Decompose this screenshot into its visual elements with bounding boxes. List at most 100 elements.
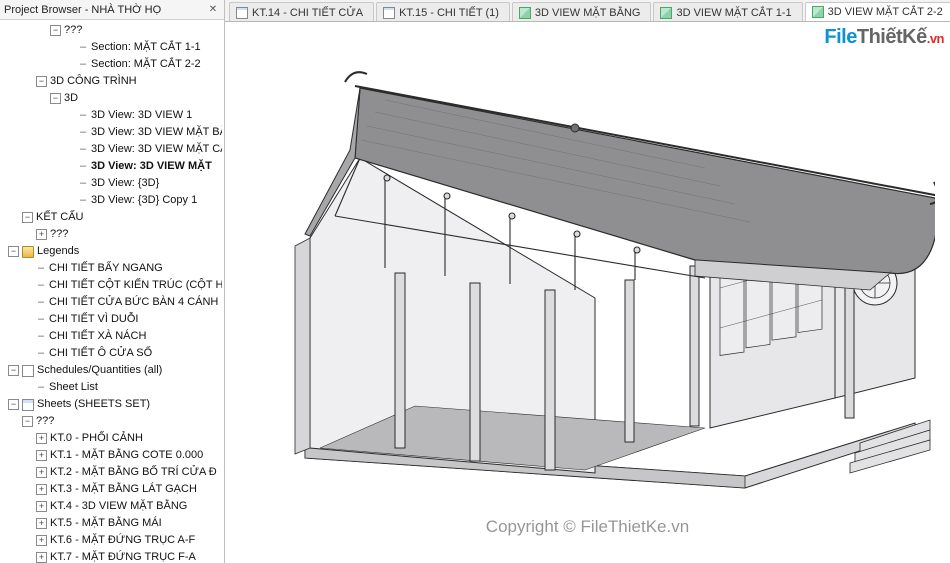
- tree-node-label: 3D View: {3D} Copy 1: [91, 192, 197, 209]
- tree-node[interactable]: +KT.4 - 3D VIEW MẶT BẰNG: [34, 498, 224, 515]
- view-tab[interactable]: 3D VIEW MẶT CẮT 1-1: [653, 2, 802, 22]
- tree-node-label: Sheet List: [49, 379, 98, 396]
- tree-node[interactable]: −KẾT CẤU: [20, 209, 224, 226]
- tree-node-label: CHI TIẾT BẨY NGANG: [49, 260, 163, 277]
- view-tab[interactable]: KT.15 - CHI TIẾT (1): [376, 2, 510, 22]
- tree-node-label: KT.2 - MẶT BẰNG BỐ TRÍ CỬA Đ: [50, 464, 217, 481]
- cube-3d-icon: [519, 7, 531, 19]
- tree-node[interactable]: −???: [20, 413, 224, 430]
- tree-node[interactable]: +KT.6 - MẶT ĐỨNG TRỤC A-F: [34, 532, 224, 549]
- tab-label: 3D VIEW MẶT BẰNG: [535, 7, 641, 19]
- tree-node[interactable]: –CHI TIẾT XÀ NÁCH: [20, 328, 224, 345]
- leaf-dash-icon: –: [78, 141, 88, 158]
- tree-node-label: ???: [50, 226, 68, 243]
- expand-icon[interactable]: +: [36, 535, 47, 546]
- tree-node[interactable]: –Section: MẶT CẮT 1-1: [62, 39, 224, 56]
- tree-node-label: KT.6 - MẶT ĐỨNG TRỤC A-F: [50, 532, 195, 549]
- view-tab[interactable]: KT.14 - CHI TIẾT CỬA: [229, 2, 374, 22]
- tree-node[interactable]: +KT.2 - MẶT BẰNG BỐ TRÍ CỬA Đ: [34, 464, 224, 481]
- tree-node[interactable]: −Schedules/Quantities (all): [6, 362, 224, 379]
- leaf-dash-icon: –: [78, 124, 88, 141]
- expand-icon[interactable]: +: [36, 484, 47, 495]
- tree-node[interactable]: +???: [34, 226, 224, 243]
- tree-node[interactable]: −3D CÔNG TRÌNH: [34, 73, 224, 90]
- tree-node-label: KẾT CẤU: [36, 209, 83, 226]
- project-browser-title: Project Browser - NHÀ THỜ HỌ: [4, 4, 161, 16]
- watermark-copyright: Copyright © FileThietKe.vn: [486, 517, 689, 537]
- collapse-icon[interactable]: −: [50, 93, 61, 104]
- document-icon: [236, 7, 248, 19]
- leaf-dash-icon: –: [78, 192, 88, 209]
- viewport-3d[interactable]: FileThiếtKế.vn: [225, 22, 950, 563]
- tree-node[interactable]: –3D View: 3D VIEW 1: [62, 107, 224, 124]
- tree-node[interactable]: −???: [48, 22, 224, 39]
- tree-node[interactable]: − Legends: [6, 243, 224, 260]
- tree-node[interactable]: –CHI TIẾT BẨY NGANG: [20, 260, 224, 277]
- expand-icon[interactable]: +: [36, 552, 47, 563]
- tree-node-label: KT.5 - MẶT BẰNG MÁI: [50, 515, 162, 532]
- expand-icon[interactable]: +: [36, 450, 47, 461]
- expand-icon[interactable]: +: [36, 518, 47, 529]
- tab-label: KT.14 - CHI TIẾT CỬA: [252, 7, 363, 19]
- tree-node[interactable]: –Section: MẶT CẮT 2-2: [62, 56, 224, 73]
- tree-node-label: ???: [64, 22, 82, 39]
- view-tab[interactable]: 3D VIEW MẶT CẮT 2-2✕: [805, 2, 950, 22]
- project-browser-panel: Project Browser - NHÀ THỜ HỌ ✕ −???–Sect…: [0, 0, 225, 563]
- panel-close-icon[interactable]: ✕: [206, 3, 220, 17]
- tree-node-label: CHI TIẾT CỬA BỨC BÀN 4 CÁNH: [49, 294, 218, 311]
- tree-node-label: Section: MẶT CẮT 1-1: [91, 39, 201, 56]
- expand-icon[interactable]: +: [36, 501, 47, 512]
- tree-node-label: KT.1 - MẶT BẰNG COTE 0.000: [50, 447, 203, 464]
- collapse-icon[interactable]: −: [50, 25, 61, 36]
- tree-node-label: Section: MẶT CẮT 2-2: [91, 56, 201, 73]
- tree-node[interactable]: –3D View: {3D} Copy 1: [62, 192, 224, 209]
- tree-node[interactable]: –CHI TIẾT Ô CỬA SỔ: [20, 345, 224, 362]
- tree-node[interactable]: +KT.0 - PHỐI CẢNH: [34, 430, 224, 447]
- tree-node[interactable]: +KT.3 - MẶT BẰNG LÁT GẠCH: [34, 481, 224, 498]
- collapse-icon[interactable]: −: [36, 76, 47, 87]
- leaf-dash-icon: –: [78, 158, 88, 175]
- tree-node-label: KT.7 - MẶT ĐỨNG TRỤC F-A: [50, 549, 196, 563]
- tree-node[interactable]: –CHI TIẾT VÌ DUỖI: [20, 311, 224, 328]
- leaf-dash-icon: –: [78, 107, 88, 124]
- tree-node[interactable]: –3D View: 3D VIEW MẶT CẮ: [62, 141, 224, 158]
- leaf-dash-icon: –: [78, 39, 88, 56]
- collapse-icon[interactable]: −: [8, 246, 19, 257]
- tree-node[interactable]: −Sheets (SHEETS SET): [6, 396, 224, 413]
- leaf-dash-icon: –: [36, 328, 46, 345]
- tree-node-label: 3D: [64, 90, 78, 107]
- tree-node[interactable]: –3D View: {3D}: [62, 175, 224, 192]
- cube-3d-icon: [812, 6, 824, 18]
- collapse-icon[interactable]: −: [8, 399, 19, 410]
- collapse-icon[interactable]: −: [8, 365, 19, 376]
- tree-node[interactable]: –CHI TIẾT CỬA BỨC BÀN 4 CÁNH: [20, 294, 224, 311]
- tree-node-label: 3D View: 3D VIEW MẶT BẰ: [91, 124, 222, 141]
- tree-node-label: CHI TIẾT Ô CỬA SỔ: [49, 345, 152, 362]
- app-root: Project Browser - NHÀ THỜ HỌ ✕ −???–Sect…: [0, 0, 950, 563]
- tree-node[interactable]: +KT.7 - MẶT ĐỨNG TRỤC F-A: [34, 549, 224, 563]
- collapse-icon[interactable]: −: [22, 416, 33, 427]
- project-browser-tree[interactable]: −???–Section: MẶT CẮT 1-1–Section: MẶT C…: [0, 20, 224, 563]
- tree-node[interactable]: +KT.1 - MẶT BẰNG COTE 0.000: [34, 447, 224, 464]
- view-tab[interactable]: 3D VIEW MẶT BẰNG: [512, 2, 652, 22]
- tree-node-label: ???: [36, 413, 54, 430]
- tree-node-label: Legends: [37, 243, 79, 260]
- expand-icon[interactable]: +: [36, 229, 47, 240]
- tree-node[interactable]: –3D View: 3D VIEW MẶT: [62, 158, 224, 175]
- tree-node[interactable]: −3D: [48, 90, 224, 107]
- leaf-dash-icon: –: [36, 277, 46, 294]
- building-3d-drawing: [275, 28, 935, 528]
- leaf-dash-icon: –: [78, 56, 88, 73]
- leaf-dash-icon: –: [36, 311, 46, 328]
- tree-node-label: CHI TIẾT VÌ DUỖI: [49, 311, 138, 328]
- tree-node[interactable]: –3D View: 3D VIEW MẶT BẰ: [62, 124, 224, 141]
- tree-node[interactable]: +KT.5 - MẶT BẰNG MÁI: [34, 515, 224, 532]
- tree-node-label: KT.0 - PHỐI CẢNH: [50, 430, 143, 447]
- tree-node[interactable]: –Sheet List: [20, 379, 224, 396]
- collapse-icon[interactable]: −: [22, 212, 33, 223]
- document-icon: [383, 7, 395, 19]
- expand-icon[interactable]: +: [36, 433, 47, 444]
- tree-node[interactable]: –CHI TIẾT CỘT KIẾN TRÚC (CỘT HIÊN): [20, 277, 224, 294]
- expand-icon[interactable]: +: [36, 467, 47, 478]
- tab-label: 3D VIEW MẶT CẮT 2-2: [828, 6, 943, 18]
